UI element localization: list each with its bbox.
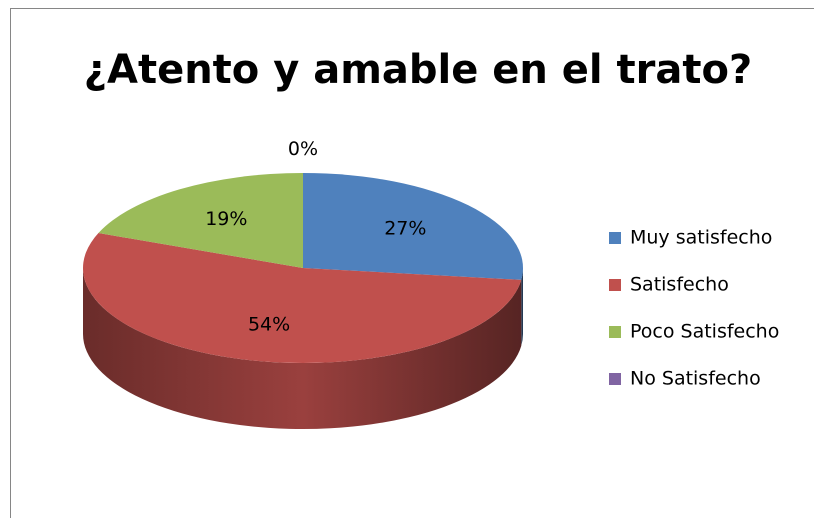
data-label: 27% (384, 218, 426, 240)
legend-label: Poco Satisfecho (630, 321, 779, 343)
data-label: 0% (288, 138, 318, 160)
chart-title: ¿Atento y amable en el trato? (84, 47, 752, 93)
legend-swatch (609, 232, 621, 244)
legend-swatch (609, 326, 621, 338)
legend-label: Satisfecho (630, 274, 729, 296)
pie-slice (303, 173, 524, 280)
pie-slice (98, 173, 303, 268)
legend-swatch (609, 279, 621, 291)
pie-slice (82, 233, 522, 363)
pie-side (83, 268, 522, 429)
legend-label: Muy satisfecho (630, 227, 772, 249)
data-label: 54% (248, 314, 290, 336)
legend-swatch (609, 373, 621, 385)
pie-side (521, 268, 523, 346)
data-label: 19% (205, 208, 247, 230)
legend-label: No Satisfecho (630, 368, 761, 390)
